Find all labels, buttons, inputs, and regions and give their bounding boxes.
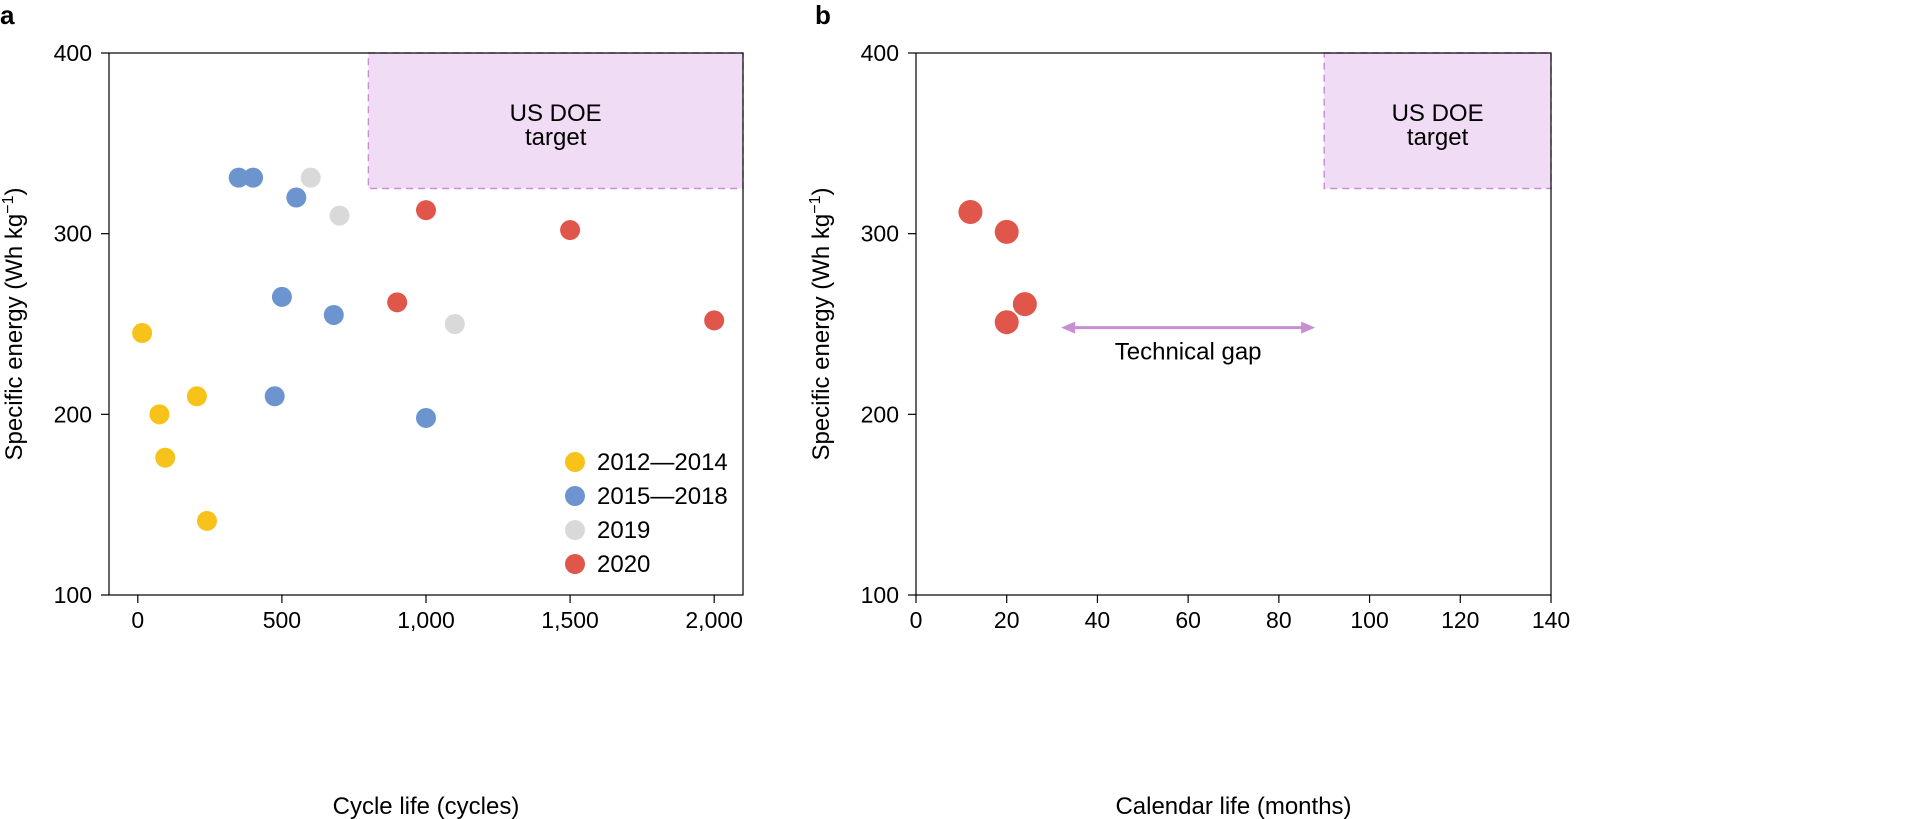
x-axis-title: Cycle life (cycles) bbox=[333, 793, 520, 819]
x-axis-ticks: 0 500 1,000 1,500 2,000 bbox=[131, 595, 743, 633]
panel-letter-a: a bbox=[0, 0, 15, 30]
x-tick-label: 1,000 bbox=[397, 607, 455, 633]
y-axis-ticks: 100 200 300 400 bbox=[861, 40, 916, 608]
x-tick-label: 40 bbox=[1085, 607, 1111, 633]
data-point bbox=[271, 286, 292, 307]
data-point bbox=[228, 167, 249, 188]
data-point bbox=[958, 199, 983, 224]
y-tick-label: 200 bbox=[861, 401, 899, 427]
data-point bbox=[264, 386, 285, 407]
data-points bbox=[958, 199, 1037, 335]
x-tick-label: 0 bbox=[910, 607, 923, 633]
x-tick-label: 60 bbox=[1175, 607, 1201, 633]
doe-target-label-line1: US DOE bbox=[510, 100, 602, 127]
y-tick-label: 300 bbox=[54, 221, 92, 247]
data-point bbox=[704, 310, 725, 331]
doe-target-label-line1: US DOE bbox=[1392, 100, 1484, 127]
data-point bbox=[196, 510, 217, 531]
arrow-head-left bbox=[1061, 321, 1076, 334]
data-point bbox=[1012, 292, 1037, 317]
y-axis-ticks: 100 200 300 400 bbox=[54, 40, 109, 608]
data-point bbox=[243, 167, 264, 188]
data-point bbox=[387, 292, 408, 313]
chart-panel-a: a US DOE target 0 500 1,000 1,500 2,000 100 2… bbox=[0, 0, 744, 819]
legend-label: 2012—2014 bbox=[597, 449, 728, 476]
y-tick-label: 200 bbox=[54, 401, 92, 427]
data-point bbox=[323, 304, 344, 325]
x-tick-label: 100 bbox=[1350, 607, 1388, 633]
data-point bbox=[994, 219, 1019, 244]
data-point bbox=[416, 407, 436, 428]
doe-target-region bbox=[367, 52, 744, 190]
y-tick-label: 300 bbox=[861, 221, 899, 247]
plot-frame bbox=[915, 52, 1552, 596]
x-tick-label: 0 bbox=[131, 607, 144, 633]
x-tick-label: 120 bbox=[1441, 607, 1479, 633]
data-point bbox=[444, 314, 465, 334]
x-tick-label: 80 bbox=[1266, 607, 1292, 633]
doe-target-label-line2: target bbox=[525, 124, 587, 151]
y-axis-title: Specific energy (Wh kg−1) bbox=[0, 187, 28, 460]
technical-gap-arrow bbox=[1061, 321, 1316, 334]
y-tick-label: 400 bbox=[54, 40, 92, 66]
y-axis-title: Specific energy (Wh kg−1) bbox=[807, 187, 835, 460]
data-point bbox=[286, 187, 307, 208]
data-point bbox=[155, 447, 176, 468]
doe-target-region bbox=[1323, 52, 1552, 190]
x-tick-label: 2,000 bbox=[685, 607, 743, 633]
data-point bbox=[149, 404, 170, 425]
data-point bbox=[300, 167, 321, 188]
y-tick-label: 100 bbox=[861, 582, 899, 608]
data-point bbox=[132, 323, 153, 344]
x-axis-ticks: 0 20 40 60 80 100 120 140 bbox=[910, 595, 1570, 633]
legend-label: 2019 bbox=[597, 517, 650, 544]
legend-marker bbox=[565, 554, 585, 574]
x-tick-label: 500 bbox=[263, 607, 301, 633]
data-point bbox=[416, 200, 436, 221]
data-point bbox=[329, 205, 350, 226]
x-tick-label: 1,500 bbox=[541, 607, 599, 633]
legend-label: 2020 bbox=[597, 551, 650, 578]
y-tick-label: 100 bbox=[54, 582, 92, 608]
technical-gap-label: Technical gap bbox=[1115, 339, 1262, 366]
panel-letter-b: b bbox=[815, 0, 831, 30]
legend: 2012—2014 2015—2018 2019 2020 bbox=[565, 449, 728, 578]
legend-marker bbox=[565, 452, 585, 472]
x-axis-title: Calendar life (months) bbox=[1115, 793, 1351, 819]
x-tick-label: 20 bbox=[994, 607, 1020, 633]
y-tick-label: 400 bbox=[861, 40, 899, 66]
data-point bbox=[186, 386, 207, 407]
data-points bbox=[132, 167, 725, 531]
data-point bbox=[994, 310, 1019, 335]
legend-marker bbox=[565, 486, 585, 506]
doe-target-label-line2: target bbox=[1407, 124, 1469, 151]
legend-marker bbox=[565, 520, 585, 540]
arrow-head-right bbox=[1301, 321, 1316, 334]
data-point bbox=[560, 220, 581, 241]
x-tick-label: 140 bbox=[1532, 607, 1570, 633]
legend-label: 2015—2018 bbox=[597, 483, 728, 510]
chart-panel-b: b US DOE target 0 20 40 60 80 100 120 140 100 20… bbox=[807, 0, 1570, 819]
